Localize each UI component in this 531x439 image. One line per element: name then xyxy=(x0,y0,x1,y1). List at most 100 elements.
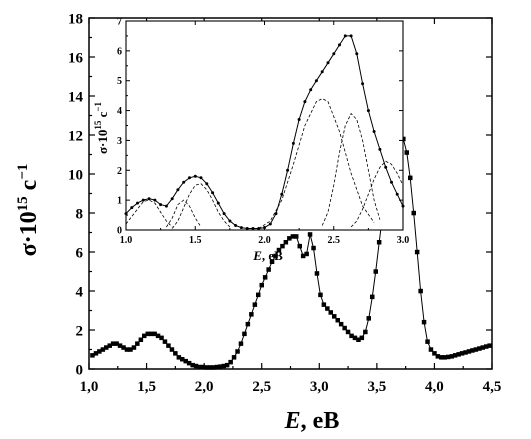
main-data-point xyxy=(107,343,112,348)
inset-data-point xyxy=(170,197,174,201)
inset-chart: 1.0 1.5 2.0 2.5 3.0 0 1 2 3 4 5 6 7 E, eB σ·1015 c−… xyxy=(93,17,409,264)
main-data-point xyxy=(352,335,358,341)
inset-data-point xyxy=(176,188,180,192)
main-data-point xyxy=(100,347,106,352)
inset-y-tick-label: 0 xyxy=(117,226,122,237)
inset-data-point xyxy=(159,203,163,207)
main-x-tick-label: 4,0 xyxy=(425,379,444,395)
main-x-tick-label: 2,5 xyxy=(252,379,271,395)
main-data-point xyxy=(297,243,302,249)
main-data-point xyxy=(142,333,147,339)
main-data-point xyxy=(93,351,99,356)
main-data-point xyxy=(152,331,157,337)
inset-axes xyxy=(125,20,404,231)
main-data-point xyxy=(145,331,150,337)
inset-data-point xyxy=(182,180,186,184)
main-data-point xyxy=(218,364,223,369)
main-data-point xyxy=(231,355,237,360)
inset-data-point xyxy=(309,88,313,92)
main-data-point xyxy=(456,352,461,357)
inset-background xyxy=(126,21,403,230)
inset-data-point xyxy=(211,191,215,195)
main-data-point xyxy=(159,335,164,341)
inset-data-point xyxy=(239,226,243,230)
main-data-point xyxy=(449,354,454,359)
main-data-point xyxy=(228,359,233,365)
main-data-point xyxy=(269,259,275,264)
inset-data-point xyxy=(228,219,232,223)
main-data-point xyxy=(90,353,95,358)
inset-data-point xyxy=(326,61,330,65)
inset-x-tick-labels: 1.0 1.5 2.0 2.5 3.0 xyxy=(120,235,410,246)
main-data-point xyxy=(252,302,258,307)
inset-data-point xyxy=(332,52,336,56)
main-x-tick-label: 3,5 xyxy=(367,379,386,395)
inset-data-point xyxy=(222,212,226,216)
main-data-point xyxy=(214,364,220,370)
main-y-tick-label: 10 xyxy=(68,167,83,183)
main-y-tick-label: 2 xyxy=(76,323,84,339)
main-data-point xyxy=(404,150,409,155)
main-data-point xyxy=(138,337,144,342)
inset-component-curve xyxy=(321,112,381,226)
main-data-point xyxy=(204,365,209,370)
main-data-point xyxy=(366,316,371,321)
main-data-point xyxy=(321,302,327,307)
inset-data-point xyxy=(291,141,295,145)
inset-data-point xyxy=(245,227,249,230)
main-data-point xyxy=(104,345,109,350)
main-data-point xyxy=(221,363,226,369)
main-data-point xyxy=(466,349,472,354)
main-data-point xyxy=(421,319,427,325)
inset-x-tick-label: 2.5 xyxy=(328,235,341,246)
main-data-point xyxy=(376,240,382,245)
main-data-point xyxy=(114,341,119,346)
inset-data-point xyxy=(216,201,220,205)
inset-component-curve xyxy=(166,199,202,228)
inset-data-point xyxy=(147,197,151,201)
inset-data-point xyxy=(297,118,301,121)
inset-data-point xyxy=(338,43,341,47)
inset-data-point xyxy=(303,100,307,104)
inset-data-point xyxy=(355,52,359,56)
main-data-point xyxy=(256,292,261,298)
main-data-point xyxy=(487,343,492,348)
main-data-point xyxy=(290,234,296,239)
main-data-point xyxy=(183,358,188,364)
main-data-point xyxy=(435,354,441,359)
main-data-point xyxy=(459,351,465,356)
main-data-point xyxy=(235,349,240,354)
main-data-point xyxy=(311,245,316,251)
main-y-tick-label: 12 xyxy=(68,128,83,144)
main-x-tick-label: 1,0 xyxy=(80,379,99,395)
main-data-point xyxy=(180,357,185,362)
main-data-point xyxy=(190,362,195,368)
inset-x-axis-label: E, eB xyxy=(252,248,283,263)
main-data-point xyxy=(307,232,313,237)
main-series-points xyxy=(90,134,492,370)
main-data-point xyxy=(283,240,289,245)
main-data-point xyxy=(276,247,282,253)
inset-component-curve xyxy=(171,183,231,229)
inset-data-point xyxy=(314,79,318,83)
main-data-point xyxy=(414,249,420,255)
inset-data-point xyxy=(136,201,139,205)
inset-y-tick-labels: 0 1 2 3 4 5 6 7 xyxy=(117,17,122,237)
main-x-tick-label: 4,5 xyxy=(483,379,502,395)
main-data-point xyxy=(193,363,199,369)
main-data-point xyxy=(294,234,299,239)
inset-data-point xyxy=(130,206,134,210)
main-data-point xyxy=(266,267,271,272)
inset-data-point xyxy=(234,224,238,227)
inset-data-point xyxy=(395,192,399,196)
main-data-point xyxy=(245,321,251,327)
main-data-point xyxy=(166,343,171,348)
main-data-point xyxy=(411,210,416,216)
inset-y-tick-label: 7 xyxy=(117,17,122,28)
inset-data-point xyxy=(274,212,278,216)
main-data-point xyxy=(345,329,351,335)
inset-y-tick-label: 2 xyxy=(117,166,122,177)
main-data-point xyxy=(418,288,423,294)
inset-component-curve xyxy=(125,199,173,228)
main-data-point xyxy=(300,253,306,259)
